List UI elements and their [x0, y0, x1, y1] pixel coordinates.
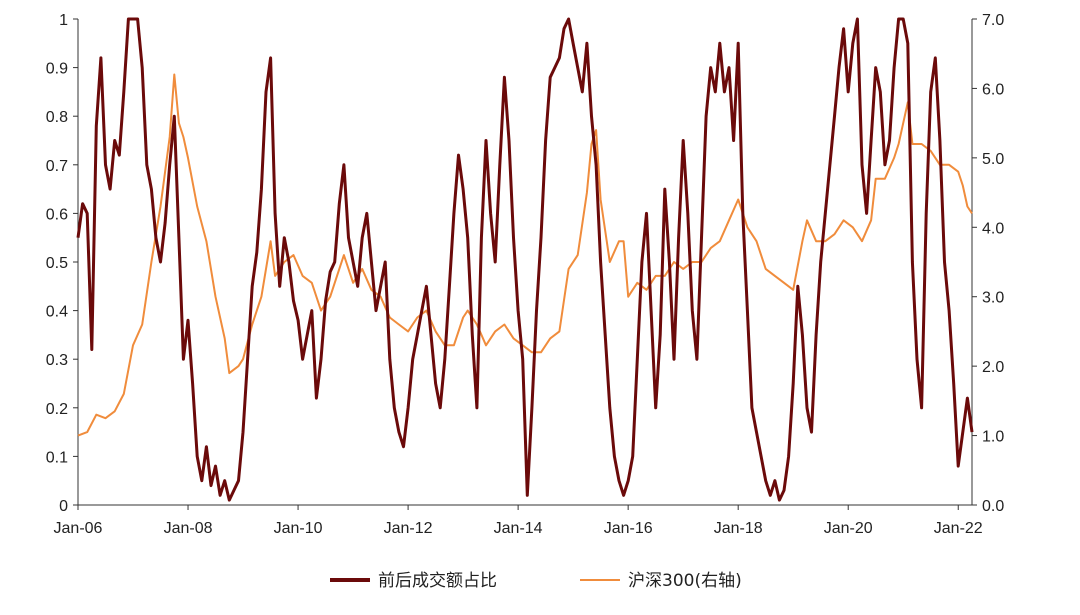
right-tick-label: 5.0: [982, 151, 1004, 168]
x-tick-label: Jan-16: [604, 520, 653, 537]
right-y-axis: 0.0 1.0 2.0 3.0 4.0 5.0 6.0 7.0: [971, 12, 1004, 515]
series-line-csi300: [77, 73, 973, 437]
left-tick-label: 0.4: [46, 304, 68, 321]
legend-label-csi300: 沪深300(右轴): [628, 571, 742, 591]
left-tick-label: 1: [59, 12, 68, 29]
x-tick-label: Jan-22: [934, 520, 983, 537]
right-tick-label: 4.0: [982, 220, 1004, 237]
left-tick-label: 0.2: [46, 401, 68, 418]
series-line-turnover-share: [76, 17, 974, 502]
right-tick-label: 3.0: [982, 290, 1004, 307]
legend-label-share: 前后成交额占比: [378, 571, 497, 591]
left-tick-label: 0.6: [46, 206, 68, 223]
x-tick-label: Jan-10: [274, 520, 323, 537]
right-tick-label: 2.0: [982, 359, 1004, 376]
left-tick-label: 0.3: [46, 352, 68, 369]
left-tick-label: 0.1: [46, 449, 68, 466]
left-tick-label: 0: [59, 498, 68, 515]
right-tick-label: 6.0: [982, 81, 1004, 98]
right-tick-label: 1.0: [982, 429, 1004, 446]
x-tick-label: Jan-20: [824, 520, 873, 537]
x-tick-label: Jan-12: [384, 520, 433, 537]
left-tick-label: 0.9: [46, 61, 68, 78]
x-tick-label: Jan-06: [54, 520, 103, 537]
right-tick-label: 7.0: [982, 12, 1004, 29]
x-tick-label: Jan-18: [714, 520, 763, 537]
left-tick-label: 0.7: [46, 158, 68, 175]
left-tick-label: 0.5: [46, 255, 68, 272]
x-tick-label: Jan-08: [164, 520, 213, 537]
left-y-axis: 0 0.1 0.2 0.3 0.4 0.5 0.6 0.7 0.8 0.9 1: [46, 12, 79, 515]
series-layer: [76, 17, 974, 502]
x-tick-label: Jan-14: [494, 520, 543, 537]
legend: 前后成交额占比 沪深300(右轴): [330, 571, 742, 591]
right-tick-label: 0.0: [982, 498, 1004, 515]
x-axis: Jan-06 Jan-08 Jan-10 Jan-12 Jan-14 Jan-16 Jan-…: [54, 504, 983, 537]
left-tick-label: 0.8: [46, 109, 68, 126]
